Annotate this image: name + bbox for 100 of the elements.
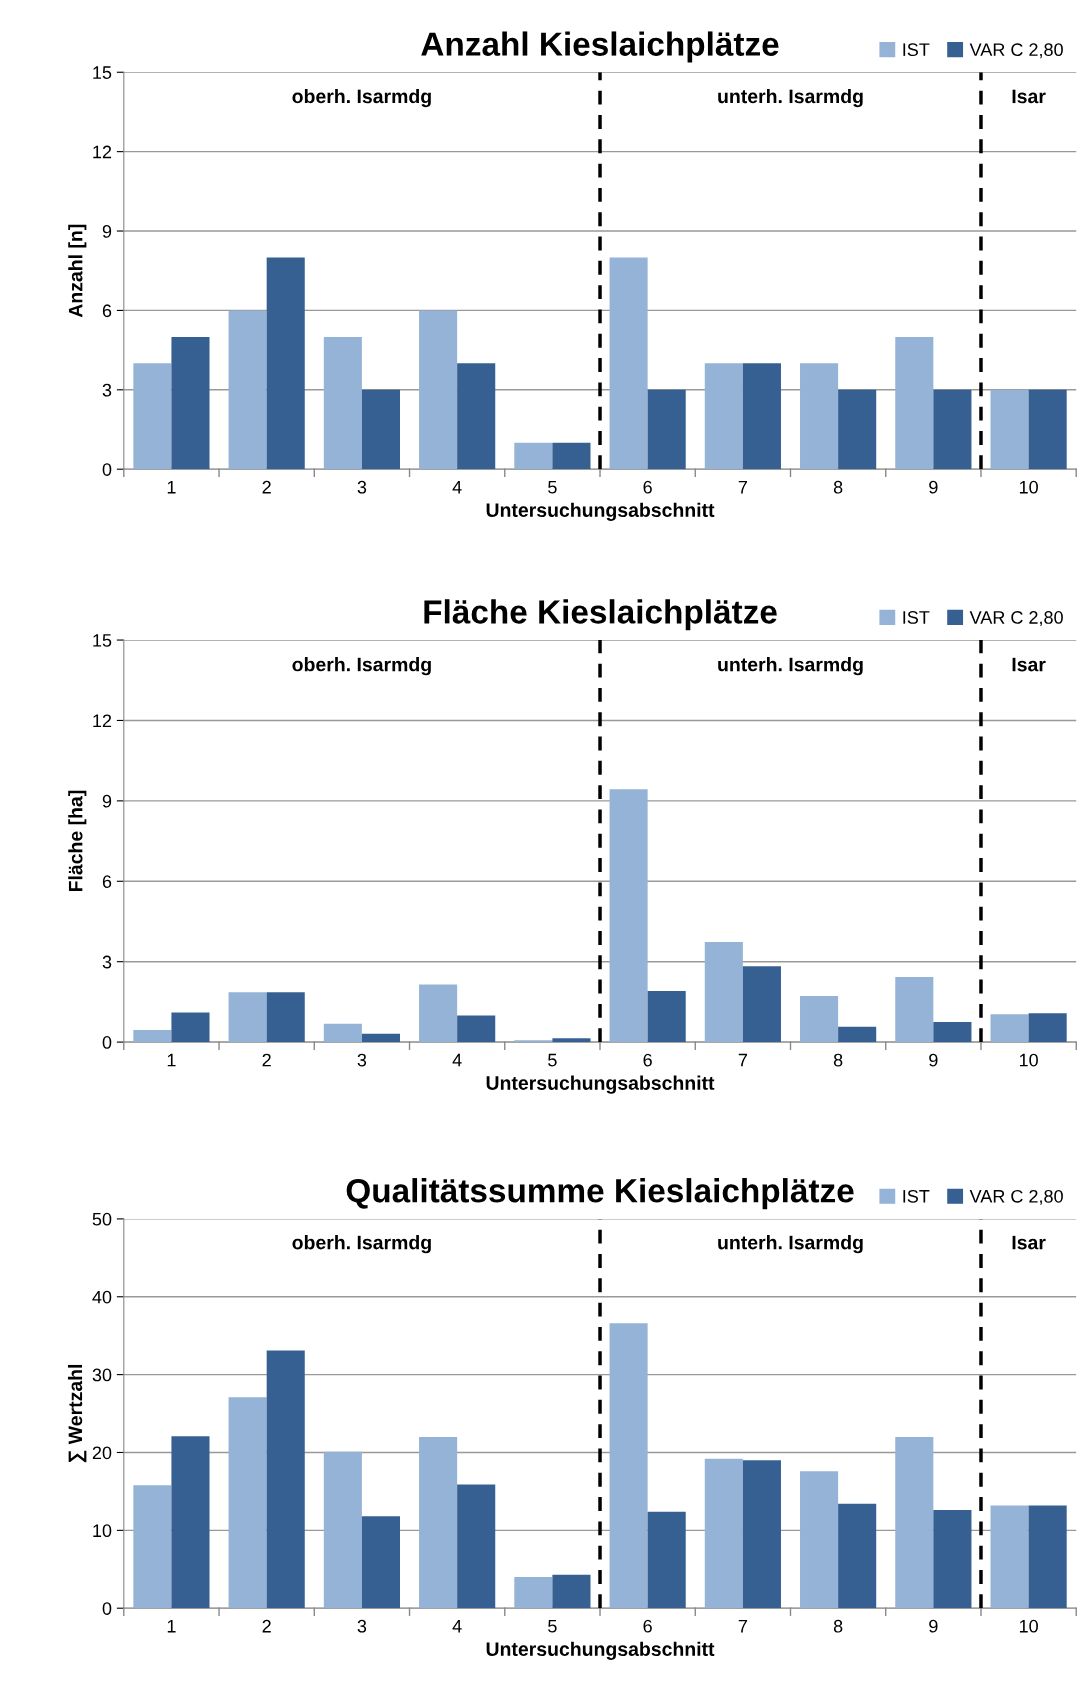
bar	[609, 1323, 648, 1609]
bar	[704, 942, 743, 1043]
y-tick-label: 12	[93, 714, 112, 727]
bar	[742, 966, 781, 1043]
bar	[647, 990, 686, 1043]
bar	[990, 1014, 1029, 1043]
annotation: Isar	[1012, 657, 1046, 672]
y-axis-title: ∑ Wertzahl	[67, 1364, 87, 1463]
x-tick-label: 7	[738, 1619, 747, 1633]
y-tick-label: 0	[102, 463, 112, 476]
x-tick-label: 5	[548, 480, 557, 494]
x-tick-label: 2	[262, 1053, 271, 1067]
y-tick-label: 6	[102, 304, 112, 318]
legend-label: VAR C 2,80	[969, 1189, 1063, 1205]
bar	[800, 363, 839, 470]
bar	[228, 992, 267, 1043]
bar	[933, 389, 972, 470]
bar	[457, 363, 496, 470]
bar	[228, 310, 267, 470]
bar	[647, 1511, 686, 1609]
bar	[171, 336, 210, 470]
annotation: Isar	[1012, 1235, 1046, 1250]
bar	[514, 442, 553, 470]
bar	[419, 984, 458, 1043]
bar	[800, 1471, 839, 1609]
bar	[171, 1436, 210, 1609]
y-tick-label: 9	[102, 794, 112, 808]
bar	[552, 442, 591, 470]
bar	[457, 1015, 496, 1043]
bar	[933, 1022, 972, 1043]
x-tick-label: 6	[643, 1619, 652, 1633]
x-axis-title: Untersuchungsabschnitt	[486, 502, 715, 521]
bar	[895, 1436, 934, 1609]
x-tick-label: 5	[548, 1053, 557, 1067]
x-tick-label: 1	[167, 1053, 176, 1067]
bar	[266, 1350, 305, 1609]
annotation: unterh. Isarmdg	[718, 657, 863, 676]
bar	[838, 389, 877, 470]
x-tick-label: 8	[833, 1619, 843, 1633]
x-tick-label: 7	[738, 1053, 747, 1067]
legend-label: IST	[903, 43, 930, 57]
x-tick-label: 3	[357, 1053, 367, 1067]
bar	[361, 1516, 401, 1609]
x-tick-label: 1	[167, 1619, 176, 1633]
annotation: Isar	[1012, 89, 1046, 104]
bar	[933, 1510, 972, 1609]
bar	[647, 389, 686, 470]
y-axis-title: Anzahl [n]	[68, 224, 87, 318]
y-tick-label: 0	[102, 1602, 112, 1615]
bar	[838, 1026, 877, 1043]
x-tick-label: 1	[167, 480, 176, 494]
bar	[323, 1451, 362, 1609]
y-tick-label: 40	[92, 1290, 112, 1304]
x-tick-label: 4	[452, 1053, 462, 1067]
bar	[1028, 1013, 1067, 1043]
bar	[514, 1577, 553, 1609]
bar	[133, 1030, 172, 1043]
y-tick-label: 3	[102, 383, 112, 397]
bar	[838, 1503, 877, 1609]
bar	[419, 1436, 458, 1609]
x-tick-label: 10	[1019, 1053, 1038, 1067]
y-tick-label: 50	[92, 1212, 112, 1226]
bar	[361, 1033, 401, 1043]
x-tick-label: 8	[833, 480, 843, 494]
bar	[609, 257, 648, 470]
y-tick-label: 20	[92, 1446, 112, 1460]
bar	[323, 336, 362, 470]
bar	[990, 1505, 1029, 1609]
annotation: oberh. Isarmdg	[292, 88, 431, 108]
y-tick-label: 3	[102, 955, 112, 969]
bar	[266, 992, 305, 1043]
bar	[800, 996, 839, 1043]
bar	[419, 310, 458, 470]
x-tick-label: 8	[833, 1053, 843, 1067]
x-axis-title: Untersuchungsabschnitt	[486, 1641, 715, 1660]
chart-title: Qualitätssumme Kieslaichplätze	[346, 1178, 854, 1210]
bar	[552, 1574, 591, 1609]
x-tick-label: 3	[357, 1619, 367, 1633]
bar	[895, 976, 934, 1043]
bar	[1028, 1505, 1067, 1609]
bar	[361, 389, 401, 470]
bar	[609, 789, 648, 1043]
bar	[133, 363, 172, 470]
chart-title: Anzahl Kieslaichplätze	[421, 31, 779, 63]
y-tick-label: 0	[102, 1036, 112, 1049]
legend-label: VAR C 2,80	[969, 43, 1063, 59]
chart-title: Fläche Kieslaichplätze	[424, 599, 777, 631]
y-tick-label: 9	[102, 224, 112, 238]
x-tick-label: 6	[643, 480, 652, 494]
bar	[228, 1397, 267, 1609]
bar	[171, 1012, 210, 1043]
annotation: unterh. Isarmdg	[718, 1235, 863, 1254]
legend-label: VAR C 2,80	[969, 611, 1063, 626]
annotation: oberh. Isarmdg	[292, 1235, 431, 1254]
x-tick-label: 7	[738, 480, 747, 494]
x-tick-label: 5	[548, 1619, 557, 1633]
bar	[895, 336, 934, 470]
y-tick-label: 10	[93, 1524, 112, 1538]
bar	[266, 257, 305, 470]
y-tick-label: 15	[93, 634, 112, 647]
